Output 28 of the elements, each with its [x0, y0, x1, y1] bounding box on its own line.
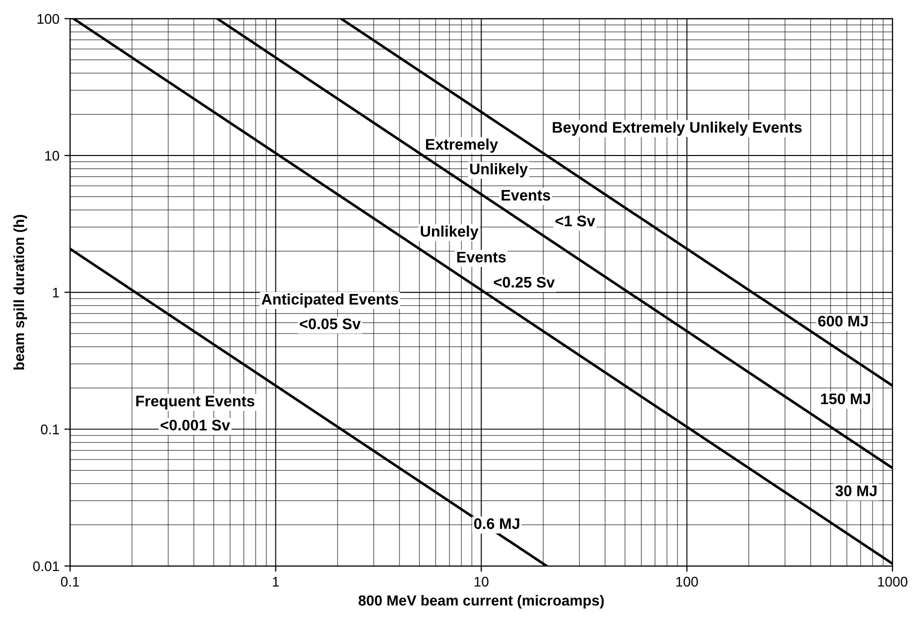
y-tick-label: 1 [52, 288, 59, 298]
annotation: 600 MJ [818, 316, 868, 327]
annotation: Beyond Extremely Unlikely Events [552, 122, 802, 136]
annotation: <0.05 Sv [300, 318, 361, 330]
x-tick-label: 1000 [878, 576, 908, 587]
annotation: Unlikely [420, 226, 478, 240]
annotation: Events [457, 252, 506, 263]
annotation: Unlikely [470, 163, 528, 178]
y-tick-label: 0.01 [33, 561, 59, 572]
y-tick-label: 0.1 [40, 424, 59, 434]
x-tick-label: 1 [272, 576, 279, 586]
x-tick-label: 0.1 [60, 576, 80, 587]
y-tick-label: 10 [45, 150, 60, 161]
annotation: Events [502, 190, 550, 201]
annotation: <0.25 Sv [494, 276, 555, 288]
x-axis-title: 800 MeV beam current (microamps) [358, 594, 604, 609]
annotation: Extremely [426, 138, 498, 153]
annotation: <1 Sv [556, 216, 596, 226]
x-tick-label: 10 [474, 576, 488, 587]
annotation: <0.001 Sv [160, 420, 230, 431]
annotation: 150 MJ [821, 393, 870, 404]
annotation: Anticipated Events [262, 293, 398, 308]
annotation: 0.6 MJ [474, 518, 520, 530]
y-tick-label: 100 [38, 14, 60, 24]
y-axis-title: beam spill duration (h) [13, 214, 28, 370]
annotation: 30 MJ [835, 485, 876, 496]
annotation: Frequent Events [136, 396, 254, 410]
x-tick-label: 100 [676, 576, 698, 587]
